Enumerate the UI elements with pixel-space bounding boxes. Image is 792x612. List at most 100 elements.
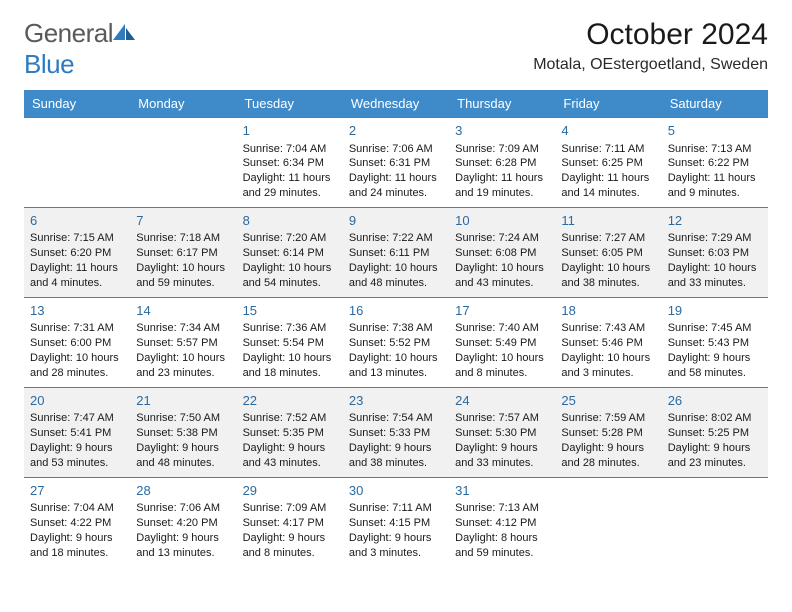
day-number: 3 (455, 122, 549, 140)
calendar-cell: 20Sunrise: 7:47 AMSunset: 5:41 PMDayligh… (24, 388, 130, 477)
calendar-cell: 13Sunrise: 7:31 AMSunset: 6:00 PMDayligh… (24, 298, 130, 387)
sunset-text: Sunset: 6:17 PM (136, 246, 230, 261)
brand-sail-icon (113, 24, 135, 42)
day-number: 9 (349, 212, 443, 230)
daylight-text: Daylight: 10 hours and 18 minutes. (243, 351, 337, 381)
calendar: SundayMondayTuesdayWednesdayThursdayFrid… (24, 90, 768, 567)
day-number: 17 (455, 302, 549, 320)
daylight-text: Daylight: 9 hours and 48 minutes. (136, 441, 230, 471)
brand-part2: Blue (24, 49, 74, 79)
sunset-text: Sunset: 6:20 PM (30, 246, 124, 261)
sunrise-text: Sunrise: 7:59 AM (561, 411, 655, 426)
calendar-cell: 31Sunrise: 7:13 AMSunset: 4:12 PMDayligh… (449, 478, 555, 567)
sunrise-text: Sunrise: 7:31 AM (30, 321, 124, 336)
day-number: 4 (561, 122, 655, 140)
day-number: 29 (243, 482, 337, 500)
sunset-text: Sunset: 6:34 PM (243, 156, 337, 171)
calendar-cell: 30Sunrise: 7:11 AMSunset: 4:15 PMDayligh… (343, 478, 449, 567)
day-number: 23 (349, 392, 443, 410)
sunrise-text: Sunrise: 7:38 AM (349, 321, 443, 336)
daylight-text: Daylight: 10 hours and 43 minutes. (455, 261, 549, 291)
sunrise-text: Sunrise: 7:52 AM (243, 411, 337, 426)
day-number: 21 (136, 392, 230, 410)
calendar-cell: 6Sunrise: 7:15 AMSunset: 6:20 PMDaylight… (24, 208, 130, 297)
day-number: 5 (668, 122, 762, 140)
calendar-cell: 27Sunrise: 7:04 AMSunset: 4:22 PMDayligh… (24, 478, 130, 567)
daylight-text: Daylight: 11 hours and 4 minutes. (30, 261, 124, 291)
day-number: 11 (561, 212, 655, 230)
sunrise-text: Sunrise: 7:36 AM (243, 321, 337, 336)
day-number: 8 (243, 212, 337, 230)
day-number: 20 (30, 392, 124, 410)
daylight-text: Daylight: 9 hours and 33 minutes. (455, 441, 549, 471)
calendar-cell: 19Sunrise: 7:45 AMSunset: 5:43 PMDayligh… (662, 298, 768, 387)
sunset-text: Sunset: 5:35 PM (243, 426, 337, 441)
calendar-cell: 4Sunrise: 7:11 AMSunset: 6:25 PMDaylight… (555, 118, 661, 207)
daylight-text: Daylight: 9 hours and 43 minutes. (243, 441, 337, 471)
calendar-cell: 18Sunrise: 7:43 AMSunset: 5:46 PMDayligh… (555, 298, 661, 387)
sunset-text: Sunset: 5:52 PM (349, 336, 443, 351)
sunrise-text: Sunrise: 7:24 AM (455, 231, 549, 246)
sunset-text: Sunset: 4:12 PM (455, 516, 549, 531)
dow-label: Sunday (24, 90, 130, 117)
sunrise-text: Sunrise: 7:11 AM (349, 501, 443, 516)
sunrise-text: Sunrise: 7:18 AM (136, 231, 230, 246)
calendar-cell: 12Sunrise: 7:29 AMSunset: 6:03 PMDayligh… (662, 208, 768, 297)
day-number: 6 (30, 212, 124, 230)
daylight-text: Daylight: 9 hours and 28 minutes. (561, 441, 655, 471)
daylight-text: Daylight: 10 hours and 33 minutes. (668, 261, 762, 291)
calendar-cell-blank (555, 478, 661, 567)
sunset-text: Sunset: 5:54 PM (243, 336, 337, 351)
sunrise-text: Sunrise: 7:09 AM (455, 142, 549, 157)
day-number: 28 (136, 482, 230, 500)
daylight-text: Daylight: 10 hours and 3 minutes. (561, 351, 655, 381)
sunrise-text: Sunrise: 7:22 AM (349, 231, 443, 246)
dow-label: Saturday (662, 90, 768, 117)
calendar-cell: 16Sunrise: 7:38 AMSunset: 5:52 PMDayligh… (343, 298, 449, 387)
daylight-text: Daylight: 11 hours and 29 minutes. (243, 171, 337, 201)
day-number: 31 (455, 482, 549, 500)
calendar-cell: 3Sunrise: 7:09 AMSunset: 6:28 PMDaylight… (449, 118, 555, 207)
week-row: 13Sunrise: 7:31 AMSunset: 6:00 PMDayligh… (24, 297, 768, 387)
daylight-text: Daylight: 10 hours and 13 minutes. (349, 351, 443, 381)
daylight-text: Daylight: 10 hours and 59 minutes. (136, 261, 230, 291)
dow-label: Wednesday (343, 90, 449, 117)
sunset-text: Sunset: 6:00 PM (30, 336, 124, 351)
calendar-cell: 11Sunrise: 7:27 AMSunset: 6:05 PMDayligh… (555, 208, 661, 297)
calendar-cell: 21Sunrise: 7:50 AMSunset: 5:38 PMDayligh… (130, 388, 236, 477)
sunset-text: Sunset: 4:17 PM (243, 516, 337, 531)
week-row: 1Sunrise: 7:04 AMSunset: 6:34 PMDaylight… (24, 117, 768, 207)
calendar-cell: 26Sunrise: 8:02 AMSunset: 5:25 PMDayligh… (662, 388, 768, 477)
daylight-text: Daylight: 11 hours and 9 minutes. (668, 171, 762, 201)
sunset-text: Sunset: 5:30 PM (455, 426, 549, 441)
sunrise-text: Sunrise: 7:27 AM (561, 231, 655, 246)
sunset-text: Sunset: 5:57 PM (136, 336, 230, 351)
day-number: 18 (561, 302, 655, 320)
calendar-cell-blank (662, 478, 768, 567)
sunrise-text: Sunrise: 7:13 AM (668, 142, 762, 157)
day-of-week-header: SundayMondayTuesdayWednesdayThursdayFrid… (24, 90, 768, 117)
sunrise-text: Sunrise: 7:57 AM (455, 411, 549, 426)
calendar-cell: 24Sunrise: 7:57 AMSunset: 5:30 PMDayligh… (449, 388, 555, 477)
sunrise-text: Sunrise: 7:04 AM (30, 501, 124, 516)
sunset-text: Sunset: 6:11 PM (349, 246, 443, 261)
daylight-text: Daylight: 9 hours and 23 minutes. (668, 441, 762, 471)
sunrise-text: Sunrise: 7:06 AM (136, 501, 230, 516)
daylight-text: Daylight: 9 hours and 53 minutes. (30, 441, 124, 471)
sunset-text: Sunset: 6:22 PM (668, 156, 762, 171)
day-number: 14 (136, 302, 230, 320)
sunrise-text: Sunrise: 7:34 AM (136, 321, 230, 336)
sunset-text: Sunset: 5:49 PM (455, 336, 549, 351)
sunrise-text: Sunrise: 7:20 AM (243, 231, 337, 246)
calendar-cell: 25Sunrise: 7:59 AMSunset: 5:28 PMDayligh… (555, 388, 661, 477)
calendar-cell: 8Sunrise: 7:20 AMSunset: 6:14 PMDaylight… (237, 208, 343, 297)
day-number: 1 (243, 122, 337, 140)
calendar-cell: 15Sunrise: 7:36 AMSunset: 5:54 PMDayligh… (237, 298, 343, 387)
calendar-cell: 14Sunrise: 7:34 AMSunset: 5:57 PMDayligh… (130, 298, 236, 387)
calendar-cell: 10Sunrise: 7:24 AMSunset: 6:08 PMDayligh… (449, 208, 555, 297)
day-number: 24 (455, 392, 549, 410)
daylight-text: Daylight: 9 hours and 3 minutes. (349, 531, 443, 561)
title-block: October 2024 Motala, OEstergoetland, Swe… (533, 18, 768, 74)
day-number: 12 (668, 212, 762, 230)
week-row: 6Sunrise: 7:15 AMSunset: 6:20 PMDaylight… (24, 207, 768, 297)
